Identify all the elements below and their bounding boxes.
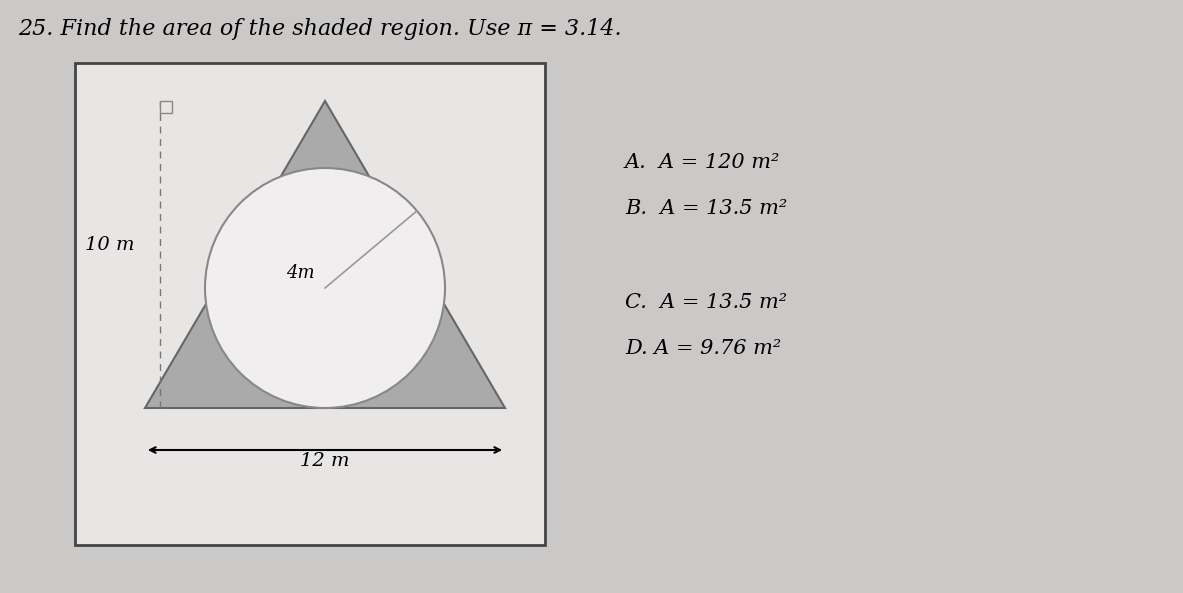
Text: B.  A = 13.5 m²: B. A = 13.5 m² bbox=[625, 199, 787, 218]
Text: C.  A = 13.5 m²: C. A = 13.5 m² bbox=[625, 294, 787, 313]
Text: D. A = 9.76 m²: D. A = 9.76 m² bbox=[625, 339, 781, 358]
Polygon shape bbox=[146, 101, 505, 408]
Text: 10 m: 10 m bbox=[85, 235, 135, 253]
Bar bbox=[160, 101, 172, 113]
Circle shape bbox=[205, 168, 445, 408]
Text: 12 m: 12 m bbox=[300, 452, 350, 470]
Text: 4m: 4m bbox=[286, 264, 315, 282]
Text: A.  A = 120 m²: A. A = 120 m² bbox=[625, 154, 781, 173]
Text: 25. Find the area of the shaded region. Use π = 3.14.: 25. Find the area of the shaded region. … bbox=[18, 18, 621, 40]
Bar bbox=[75, 63, 545, 545]
